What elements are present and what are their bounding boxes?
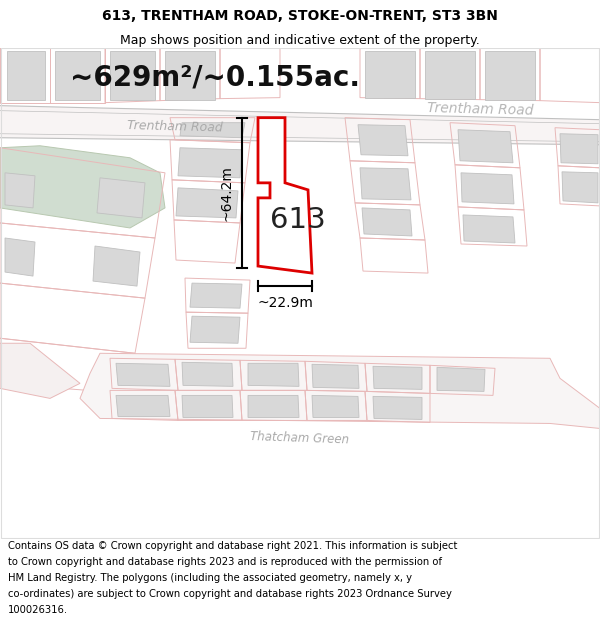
Text: Contains OS data © Crown copyright and database right 2021. This information is : Contains OS data © Crown copyright and d… xyxy=(8,541,457,551)
Polygon shape xyxy=(458,130,513,162)
Polygon shape xyxy=(358,125,408,156)
Polygon shape xyxy=(248,396,299,418)
Polygon shape xyxy=(178,148,242,178)
Text: Trentham Road: Trentham Road xyxy=(127,119,223,134)
Polygon shape xyxy=(5,173,35,208)
Polygon shape xyxy=(365,51,415,98)
Polygon shape xyxy=(7,51,45,99)
Polygon shape xyxy=(176,188,238,218)
Polygon shape xyxy=(248,363,299,386)
Polygon shape xyxy=(110,51,155,99)
Text: ~64.2m: ~64.2m xyxy=(220,165,234,221)
Polygon shape xyxy=(180,122,245,138)
Text: co-ordinates) are subject to Crown copyright and database rights 2023 Ordnance S: co-ordinates) are subject to Crown copyr… xyxy=(8,589,452,599)
Text: 100026316.: 100026316. xyxy=(8,605,68,615)
Polygon shape xyxy=(463,215,515,243)
Polygon shape xyxy=(373,366,422,389)
Polygon shape xyxy=(116,363,170,386)
Polygon shape xyxy=(0,146,165,228)
Text: Map shows position and indicative extent of the property.: Map shows position and indicative extent… xyxy=(120,34,480,48)
Polygon shape xyxy=(190,283,242,308)
Text: ~22.9m: ~22.9m xyxy=(257,296,313,310)
Polygon shape xyxy=(182,362,233,386)
Polygon shape xyxy=(93,246,140,286)
Polygon shape xyxy=(5,238,35,276)
Polygon shape xyxy=(190,316,240,343)
Polygon shape xyxy=(116,396,170,416)
Polygon shape xyxy=(437,368,485,391)
Text: HM Land Registry. The polygons (including the associated geometry, namely x, y: HM Land Registry. The polygons (includin… xyxy=(8,573,412,583)
Text: 613, TRENTHAM ROAD, STOKE-ON-TRENT, ST3 3BN: 613, TRENTHAM ROAD, STOKE-ON-TRENT, ST3 … xyxy=(102,9,498,24)
Polygon shape xyxy=(80,353,600,429)
Polygon shape xyxy=(373,396,422,419)
Polygon shape xyxy=(258,118,312,273)
Polygon shape xyxy=(562,172,598,203)
Text: 613: 613 xyxy=(270,206,326,234)
Polygon shape xyxy=(55,51,100,99)
Polygon shape xyxy=(97,178,145,218)
Polygon shape xyxy=(312,396,359,418)
Text: to Crown copyright and database rights 2023 and is reproduced with the permissio: to Crown copyright and database rights 2… xyxy=(8,558,442,568)
Polygon shape xyxy=(312,364,359,388)
Polygon shape xyxy=(560,134,598,164)
Polygon shape xyxy=(0,343,80,398)
Polygon shape xyxy=(0,106,600,145)
Polygon shape xyxy=(165,51,215,99)
Text: ~629m²/~0.155ac.: ~629m²/~0.155ac. xyxy=(70,64,360,92)
Polygon shape xyxy=(461,173,514,204)
Polygon shape xyxy=(362,208,412,236)
Polygon shape xyxy=(360,168,411,200)
Text: Trentham Road: Trentham Road xyxy=(427,101,533,118)
Polygon shape xyxy=(485,51,535,99)
Polygon shape xyxy=(425,51,475,99)
Bar xyxy=(1,48,599,538)
Polygon shape xyxy=(182,396,233,418)
Text: Thatcham Green: Thatcham Green xyxy=(250,430,350,447)
